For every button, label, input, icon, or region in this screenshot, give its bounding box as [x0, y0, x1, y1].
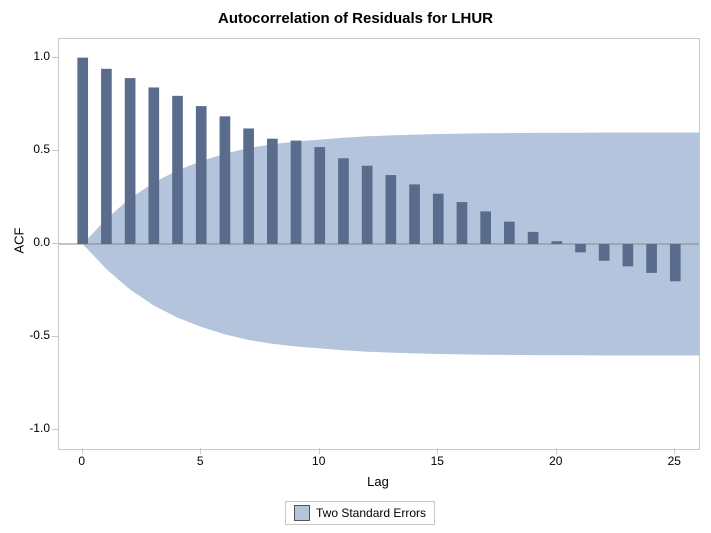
x-tick-mark	[674, 448, 675, 454]
x-tick-mark	[319, 448, 320, 454]
acf-bar	[646, 244, 657, 273]
x-tick-mark	[556, 448, 557, 454]
y-tick-label: -0.5	[29, 328, 50, 342]
y-tick-mark	[52, 57, 58, 58]
acf-chart: Autocorrelation of Residuals for LHUR AC…	[0, 0, 711, 533]
acf-bar	[528, 232, 539, 244]
acf-bar	[243, 128, 254, 244]
y-tick-label: -1.0	[29, 421, 50, 435]
acf-bar	[386, 175, 397, 244]
acf-bar	[125, 78, 136, 244]
acf-bar	[551, 241, 562, 244]
x-tick-label: 25	[664, 454, 684, 468]
acf-bar	[433, 194, 444, 244]
acf-bar	[77, 58, 88, 244]
acf-bar	[623, 244, 634, 266]
acf-bar	[504, 222, 515, 244]
plot-svg	[59, 39, 699, 449]
acf-bar	[480, 211, 491, 244]
acf-bar	[362, 166, 373, 244]
x-tick-label: 0	[72, 454, 92, 468]
acf-bar	[599, 244, 610, 261]
acf-bar	[291, 141, 302, 244]
y-tick-mark	[52, 150, 58, 151]
acf-bar	[148, 87, 159, 244]
acf-bar	[575, 244, 586, 252]
y-tick-label: 1.0	[33, 49, 50, 63]
acf-bar	[314, 147, 325, 244]
chart-title: Autocorrelation of Residuals for LHUR	[0, 10, 711, 27]
acf-bar	[172, 96, 183, 244]
y-tick-label: 0.0	[33, 235, 50, 249]
x-tick-label: 5	[190, 454, 210, 468]
acf-bar	[338, 158, 349, 244]
y-tick-mark	[52, 429, 58, 430]
y-tick-mark	[52, 243, 58, 244]
y-axis-label: ACF	[12, 228, 27, 254]
acf-bar	[101, 69, 112, 244]
acf-bar	[670, 244, 681, 281]
acf-bar	[409, 184, 420, 244]
acf-bar	[220, 116, 231, 244]
x-tick-label: 20	[546, 454, 566, 468]
y-tick-label: 0.5	[33, 142, 50, 156]
x-tick-label: 10	[309, 454, 329, 468]
legend-swatch	[294, 505, 310, 521]
x-axis-label: Lag	[58, 474, 698, 489]
x-tick-mark	[200, 448, 201, 454]
acf-bar	[267, 139, 278, 244]
acf-bar	[196, 106, 207, 244]
legend: Two Standard Errors	[285, 501, 435, 525]
y-tick-mark	[52, 336, 58, 337]
x-tick-label: 15	[427, 454, 447, 468]
plot-area	[58, 38, 700, 450]
legend-label: Two Standard Errors	[316, 506, 426, 520]
x-tick-mark	[82, 448, 83, 454]
x-tick-mark	[437, 448, 438, 454]
acf-bar	[457, 202, 468, 244]
